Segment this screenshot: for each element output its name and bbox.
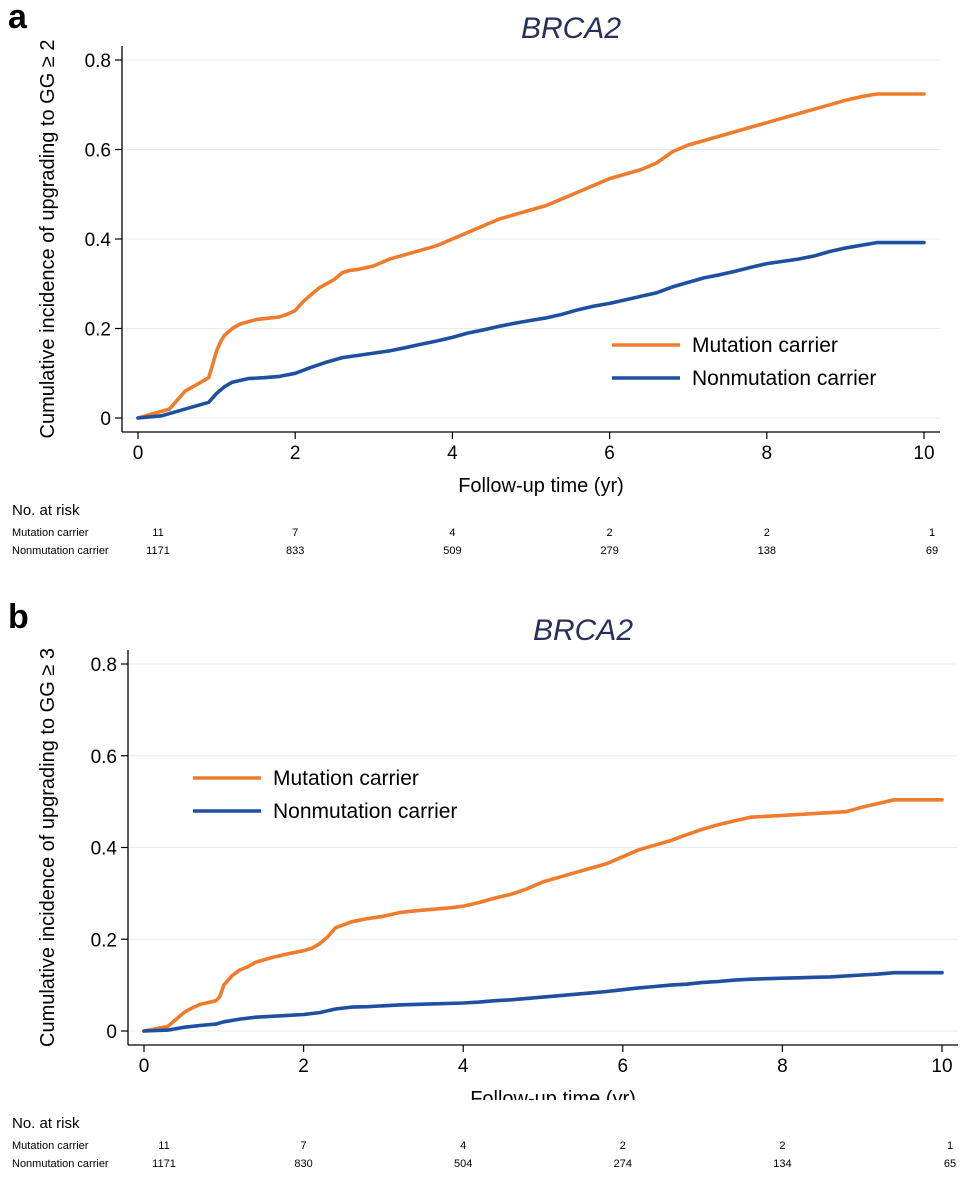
- chartb-risk-value-1-1: 830: [294, 1158, 313, 1170]
- chart-b: BRCA2 0 0.2 0.4 0.6 0.8 0 2 4 6 8 10 Follow-up time …: [37, 614, 958, 1100]
- chartb-risk-value-0-1: 7: [300, 1140, 307, 1152]
- chartb-risk-row-label-1: Nonmutation carrier: [12, 1158, 109, 1170]
- chartb-xtick-label-2: 4: [458, 1056, 469, 1077]
- charta-xtick-label-2: 4: [447, 443, 458, 464]
- charta-risk-value-0-4: 2: [763, 527, 770, 539]
- chartb-series-line-1: [142, 970, 944, 1033]
- chartb-risk-value-1-3: 274: [613, 1158, 632, 1170]
- chartb-risk-value-0-4: 2: [779, 1140, 786, 1152]
- charta-xtick-label-1: 2: [290, 443, 301, 464]
- charta-risk-row-label-1: Nonmutation carrier: [12, 545, 109, 557]
- charta-series-line-1: [136, 240, 926, 420]
- charta-risk-value-0-0: 11: [152, 527, 164, 539]
- chartb-risk-value-0-5: 1: [946, 1140, 954, 1152]
- chartb-risk-value-1-5: 65: [943, 1158, 957, 1170]
- chartb-risk-value-0-2: 4: [460, 1140, 467, 1152]
- charta-risk-value-1-1: 833: [286, 545, 305, 557]
- charta-series-line-0: [136, 92, 926, 420]
- chartb-ytick-label-3: 0.6: [91, 747, 117, 768]
- chartb-risk-value-0-3: 2: [619, 1140, 626, 1152]
- chartb-risk-row-label-0: Mutation carrier: [12, 1140, 89, 1152]
- charta-xtick-label-3: 6: [604, 443, 615, 464]
- charta-ylabel: Cumulative incidence of upgrading to GG …: [37, 40, 59, 439]
- chartb-xtick-label-4: 8: [777, 1056, 788, 1077]
- charta-ytick-label-3: 0.6: [85, 141, 111, 162]
- chartb-series-line-0: [142, 798, 944, 1033]
- charta-title: BRCA2: [521, 12, 621, 45]
- charta-risk-value-0-1: 7: [292, 527, 299, 539]
- chartb-ytick-label-4: 0.8: [91, 655, 117, 676]
- chartb-ytick-label-2: 0.4: [91, 839, 118, 860]
- chartb-legend-label-1: Nonmutation carrier: [273, 800, 457, 823]
- charta-risk-value-1-3: 279: [600, 545, 619, 557]
- charta-legend-label-0: Mutation carrier: [692, 334, 838, 357]
- charta-risk-value-0-3: 2: [606, 527, 613, 539]
- charta-risk-value-0-2: 4: [449, 527, 456, 539]
- chartb-risk-value-1-0: 1171: [152, 1158, 176, 1170]
- charta-ytick-label-0: 0: [100, 409, 111, 430]
- charta-xtick-label-0: 0: [133, 443, 144, 464]
- charta-ytick-label-2: 0.4: [85, 230, 112, 251]
- chart-a: BRCA2 0 0.2 0.4 0.6 0.8 0 2 4 6 8 10 Follow-up time …: [37, 12, 940, 497]
- chartb-risk-value-0-0: 11: [158, 1140, 170, 1152]
- chartb-xtick-label-1: 2: [298, 1056, 309, 1077]
- charta-risk-value-1-0: 1171: [146, 545, 170, 557]
- chart-panel-b: b BRCA2 0 0.2 0.4 0.6 0.8 0 2 4 6 8 10 Follow-up tim…: [0, 598, 965, 1180]
- chartb-ytick-label-0: 0: [106, 1022, 117, 1043]
- charta-risk-row-label-0: Mutation carrier: [12, 527, 89, 539]
- chartb-title: BRCA2: [533, 614, 633, 647]
- charta-legend-label-1: Nonmutation carrier: [692, 367, 876, 390]
- chartb-ytick-label-1: 0.2: [91, 930, 117, 951]
- chartb-ylabel: Cumulative incidence of upgrading to GG …: [37, 648, 59, 1047]
- charta-ytick-label-4: 0.8: [85, 51, 111, 72]
- chart-panel-a: a BRCA2 0 0.2 0.4 0.6 0.8 0 2 4 6 8 10 Follow-up tim…: [0, 0, 965, 580]
- charta-risk-header: No. at risk: [12, 502, 80, 519]
- chartb-xtick-label-5: 10: [931, 1056, 952, 1077]
- chartb-risk-value-1-4: 134: [773, 1158, 792, 1170]
- charta-xlabel: Follow-up time (yr): [458, 475, 624, 497]
- chartb-xtick-label-3: 6: [618, 1056, 629, 1077]
- charta-xtick-label-4: 8: [762, 443, 773, 464]
- panel-letter-a: a: [8, 0, 27, 36]
- panel-letter-b: b: [8, 598, 29, 636]
- chartb-legend-label-0: Mutation carrier: [273, 767, 419, 790]
- chartb-xlabel: Follow-up time (yr): [470, 1088, 636, 1100]
- chartb-xtick-label-0: 0: [139, 1056, 150, 1077]
- charta-xtick-label-5: 10: [913, 443, 934, 464]
- chartb-risk-value-1-2: 504: [454, 1158, 473, 1170]
- charta-ytick-label-1: 0.2: [85, 320, 111, 341]
- charta-risk-value-0-5: 1: [928, 527, 936, 539]
- charta-risk-value-1-5: 69: [925, 545, 939, 557]
- charta-risk-value-1-2: 509: [443, 545, 462, 557]
- charta-risk-value-1-4: 138: [757, 545, 776, 557]
- chartb-risk-header: No. at risk: [12, 1115, 80, 1132]
